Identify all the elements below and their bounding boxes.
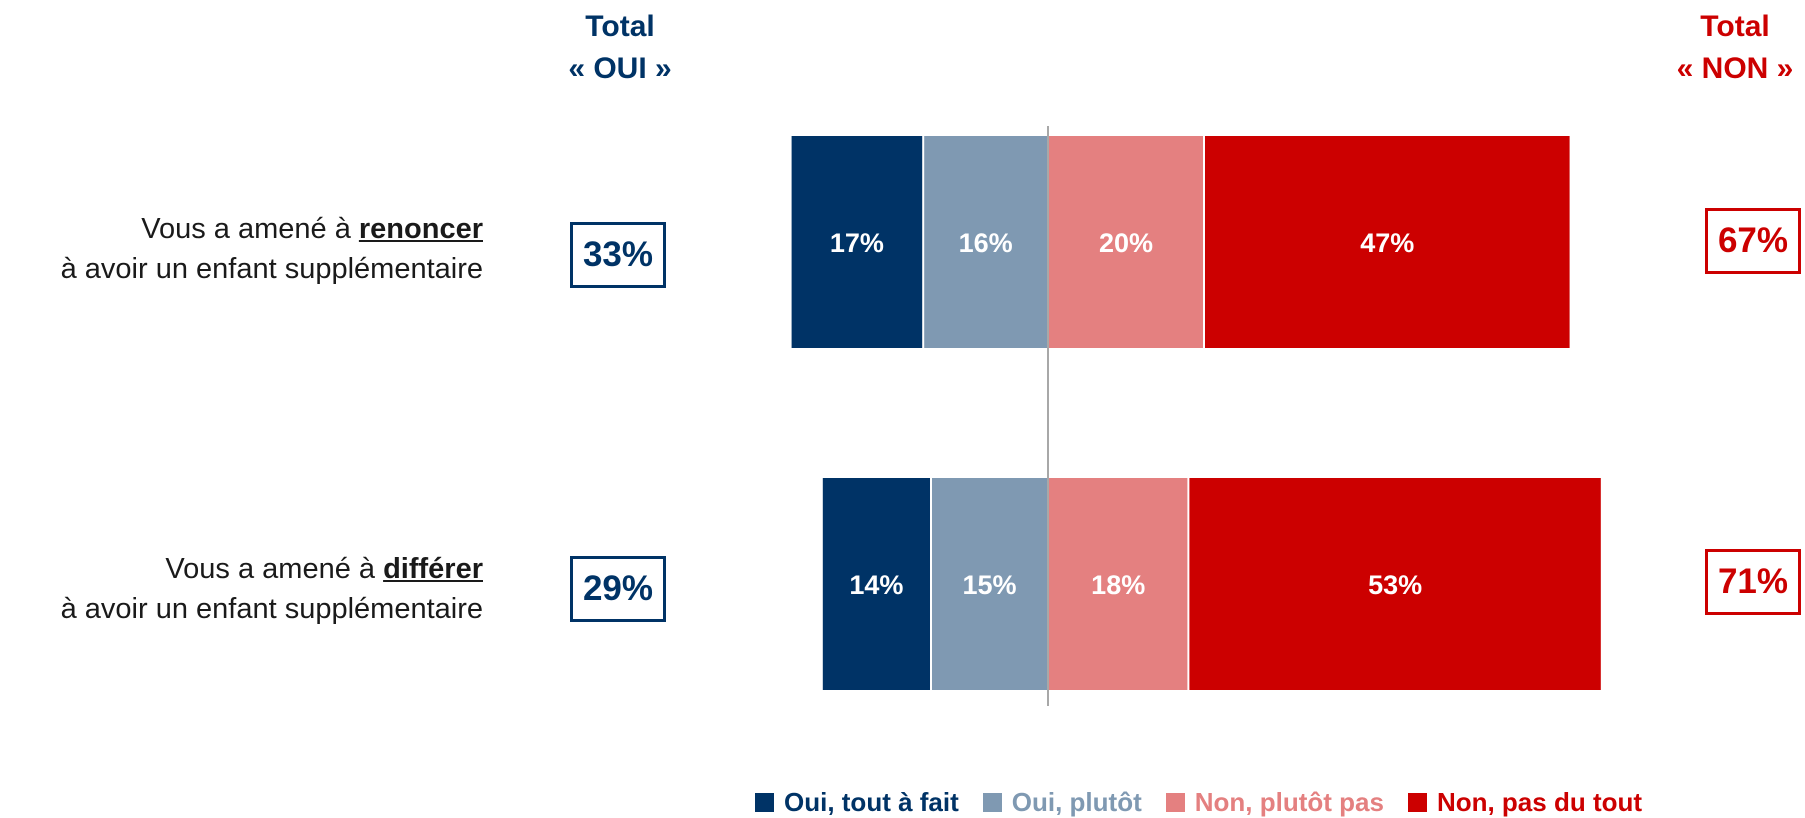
row-label-prefix: Vous a amené à [165, 553, 384, 585]
legend-swatch [755, 792, 774, 812]
legend-swatch [982, 792, 1002, 812]
legend-label: Non, plutôt pas [1194, 786, 1384, 817]
row-label-differer: Vous a amené à différer à avoir un enfan… [3, 549, 483, 629]
total-oui-box-differer: 29% [570, 556, 666, 622]
total-non-header-title: Total [1700, 10, 1770, 43]
row-label-verb: renoncer [358, 213, 483, 245]
chart-legend: Oui, tout à fait Oui, plutôt Non, plutôt p… [755, 787, 1642, 817]
legend-item: Oui, plutôt [982, 786, 1142, 818]
bar-data-label: 18% [1091, 570, 1145, 600]
total-non-box-differer: 71% [1705, 549, 1801, 615]
bar-data-label: 20% [1099, 228, 1153, 258]
bar-segment [1049, 136, 1203, 348]
row-label-renoncer: Vous a amené à renoncer à avoir un enfan… [3, 209, 483, 289]
row-label-verb: différer [383, 553, 483, 585]
bar-segment [1189, 478, 1601, 690]
bar-segment [1049, 478, 1188, 690]
total-non-box-renoncer: 67% [1705, 208, 1801, 274]
bar-data-label: 53% [1368, 570, 1422, 600]
row-label-suffix: à avoir un enfant supplémentaire [60, 593, 483, 625]
bar-segment [822, 478, 930, 690]
total-non-header: Total « NON » [1660, 6, 1805, 90]
row-label-suffix: à avoir un enfant supplémentaire [60, 253, 483, 285]
total-oui-header-subtitle: « OUI » [568, 52, 672, 85]
bar-data-label: 16% [959, 228, 1013, 258]
legend-item: Non, plutôt pas [1165, 786, 1384, 818]
legend-swatch [1407, 792, 1427, 812]
legend-swatch [1165, 792, 1185, 812]
bar-data-label: 47% [1360, 228, 1414, 258]
bar-segment [932, 478, 1047, 690]
bar-data-label: 17% [830, 228, 884, 258]
bar-segment [924, 136, 1047, 348]
legend-label: Oui, tout à fait [784, 786, 959, 817]
bar-data-label: 14% [849, 570, 903, 600]
legend-item: Oui, tout à fait [755, 787, 959, 818]
bar-segment [791, 136, 923, 348]
row-label-prefix: Vous a amené à [141, 213, 359, 245]
legend-label: Oui, plutôt [1011, 786, 1142, 817]
total-oui-header-title: Total [585, 10, 655, 43]
legend-item: Non, pas du tout [1407, 786, 1643, 818]
total-non-header-subtitle: « NON » [1676, 52, 1794, 85]
total-oui-header: Total « OUI » [540, 6, 700, 90]
legend-label: Non, pas du tout [1436, 786, 1643, 817]
bar-segment [1205, 136, 1570, 348]
total-oui-box-renoncer: 33% [570, 222, 666, 288]
bar-data-label: 15% [962, 570, 1016, 600]
